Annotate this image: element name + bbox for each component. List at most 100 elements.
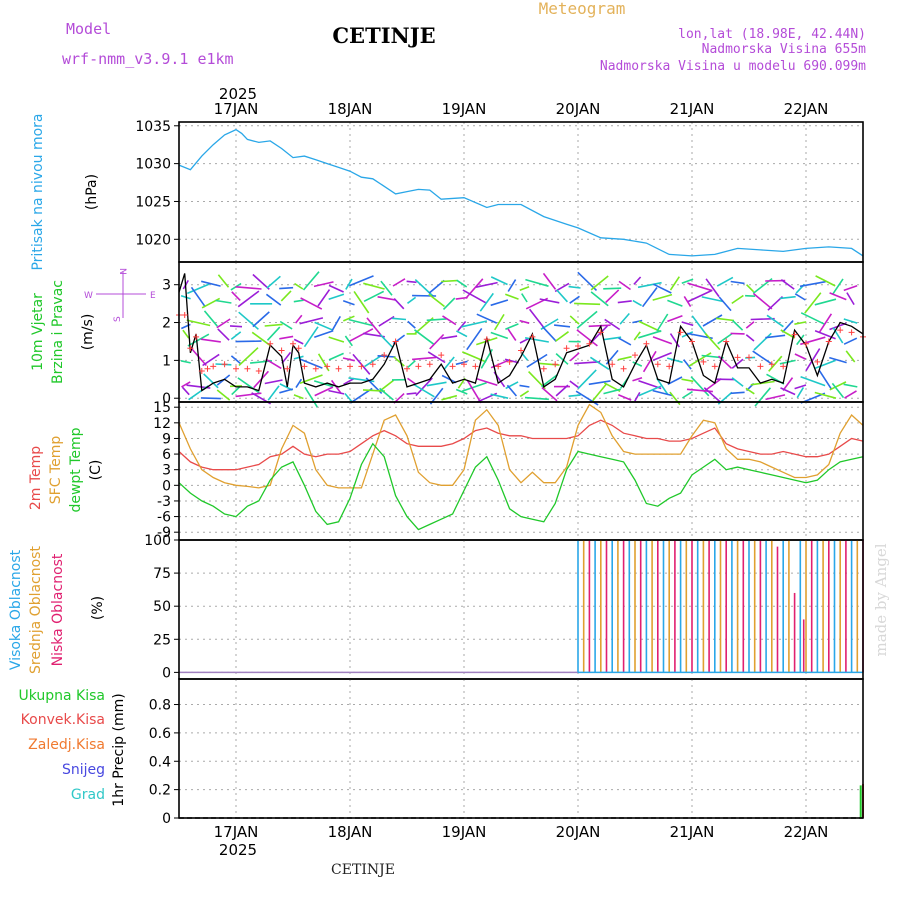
- wind-arrow: [782, 321, 793, 333]
- wind-arrow: [349, 276, 373, 286]
- legend-hail: Grad: [71, 787, 105, 803]
- wind-arrow: [394, 357, 405, 366]
- y-tick-label: -3: [157, 494, 171, 510]
- wind-arrow: [295, 284, 303, 289]
- wind-arrow: [520, 391, 528, 397]
- y-tick-label: 3: [162, 463, 171, 479]
- model-label: Model: [66, 20, 111, 38]
- wind-arrow: [795, 385, 806, 389]
- wind-arrow: [279, 336, 293, 338]
- wind-arrow: [520, 385, 530, 387]
- y-tick-label: 0.2: [149, 783, 171, 799]
- wind-arrow: [268, 386, 279, 400]
- cloud-unit: (%): [90, 596, 106, 620]
- cloud-mid-label: Srednja Oblacnost: [28, 546, 44, 674]
- gust-marker: [438, 352, 444, 358]
- wind-arrow: [363, 283, 384, 289]
- wind-arrow: [684, 360, 691, 370]
- series-line: [179, 405, 863, 488]
- gust-marker: [712, 363, 718, 369]
- wind-arrow: [231, 332, 240, 339]
- wind-arrow: [830, 293, 847, 300]
- wind-arrow: [265, 380, 283, 384]
- wind-arrow: [767, 315, 783, 326]
- wind-arrow: [441, 281, 457, 282]
- gust-marker: [336, 366, 342, 372]
- pressure-label: Pritisak na nivou mora: [30, 113, 46, 270]
- pressure-unit: (hPa): [84, 174, 100, 210]
- wind-arrow: [253, 312, 269, 327]
- wind-arrow: [667, 316, 682, 322]
- wind-arrow: [444, 298, 455, 309]
- wind-arrow: [667, 358, 682, 362]
- wind-arrow: [367, 318, 381, 335]
- model-name: wrf-nmm_v3.9.1 e1km: [62, 50, 234, 68]
- wind-arrow: [462, 383, 487, 392]
- wind-arrow: [181, 361, 191, 363]
- wind-arrow: [766, 395, 786, 400]
- wind-arrow: [816, 276, 836, 286]
- gust-marker: [643, 341, 649, 347]
- wind-arrow: [192, 287, 206, 307]
- wind-arrow: [457, 280, 467, 287]
- wind-arrow: [236, 287, 262, 289]
- gust-marker: [205, 366, 211, 372]
- wind-arrow: [574, 362, 600, 364]
- wind-arrow: [505, 324, 518, 329]
- gust-marker: [244, 366, 250, 372]
- wind-arrow: [844, 286, 857, 291]
- top-day-label: 18JAN: [328, 100, 373, 118]
- wind-arrow: [819, 371, 831, 390]
- wind-arrow: [732, 296, 744, 304]
- top-day-label: 19JAN: [442, 100, 487, 118]
- gust-marker: [621, 366, 627, 372]
- wind-arrow: [329, 294, 344, 299]
- gust-marker: [210, 363, 216, 369]
- wind-arrow: [294, 356, 304, 359]
- wind-arrow: [525, 280, 548, 287]
- wind-arrow: [618, 301, 632, 303]
- wind-arrow: [731, 333, 745, 334]
- gust-marker: [837, 327, 843, 333]
- wind-arrow: [732, 378, 743, 387]
- y-tick-label: 0: [162, 811, 171, 827]
- wind-arrow: [480, 293, 493, 311]
- wind-arrow: [530, 309, 545, 328]
- wind-arrow: [301, 298, 322, 309]
- wind-arrow: [427, 319, 447, 320]
- gust-marker: [279, 348, 285, 354]
- wind-arrow: [407, 281, 417, 282]
- wind-arrow: [815, 299, 836, 305]
- bottom-day-label: 18JAN: [328, 823, 373, 841]
- gust-marker: [267, 341, 273, 347]
- wind-arrow: [604, 389, 621, 393]
- wind-arrow: [491, 300, 508, 305]
- wind-arrow: [755, 388, 770, 406]
- wind-arrow: [456, 298, 468, 300]
- wind-arrow: [618, 395, 631, 400]
- precip-legend: Ukupna Kisa Konvek.Kisa Zaledj.Kisa Snij…: [18, 688, 105, 803]
- meteogram-title: Meteogram: [539, 0, 626, 18]
- wind-arrow: [429, 280, 444, 293]
- wind-arrow: [506, 382, 518, 389]
- wind-arrow: [279, 288, 293, 289]
- wind-arrow: [569, 395, 581, 396]
- wind-arrow: [407, 393, 417, 394]
- y-tick-label: 1020: [135, 232, 171, 248]
- wind-arrow: [578, 370, 596, 389]
- wind-arrow: [415, 280, 433, 296]
- gust-marker: [415, 363, 421, 369]
- wind-arrow: [201, 281, 220, 286]
- wind-arrow: [754, 333, 771, 350]
- panel-frame: [179, 679, 863, 818]
- wind-arrow: [296, 315, 302, 323]
- compass-e: E: [150, 291, 156, 301]
- wind-arrow: [332, 316, 340, 330]
- wind-arrow: [329, 391, 345, 394]
- wind-arrow: [412, 357, 436, 359]
- wind-arrow: [329, 353, 344, 360]
- wind-arrow: [605, 319, 620, 329]
- wind-arrow: [265, 324, 283, 326]
